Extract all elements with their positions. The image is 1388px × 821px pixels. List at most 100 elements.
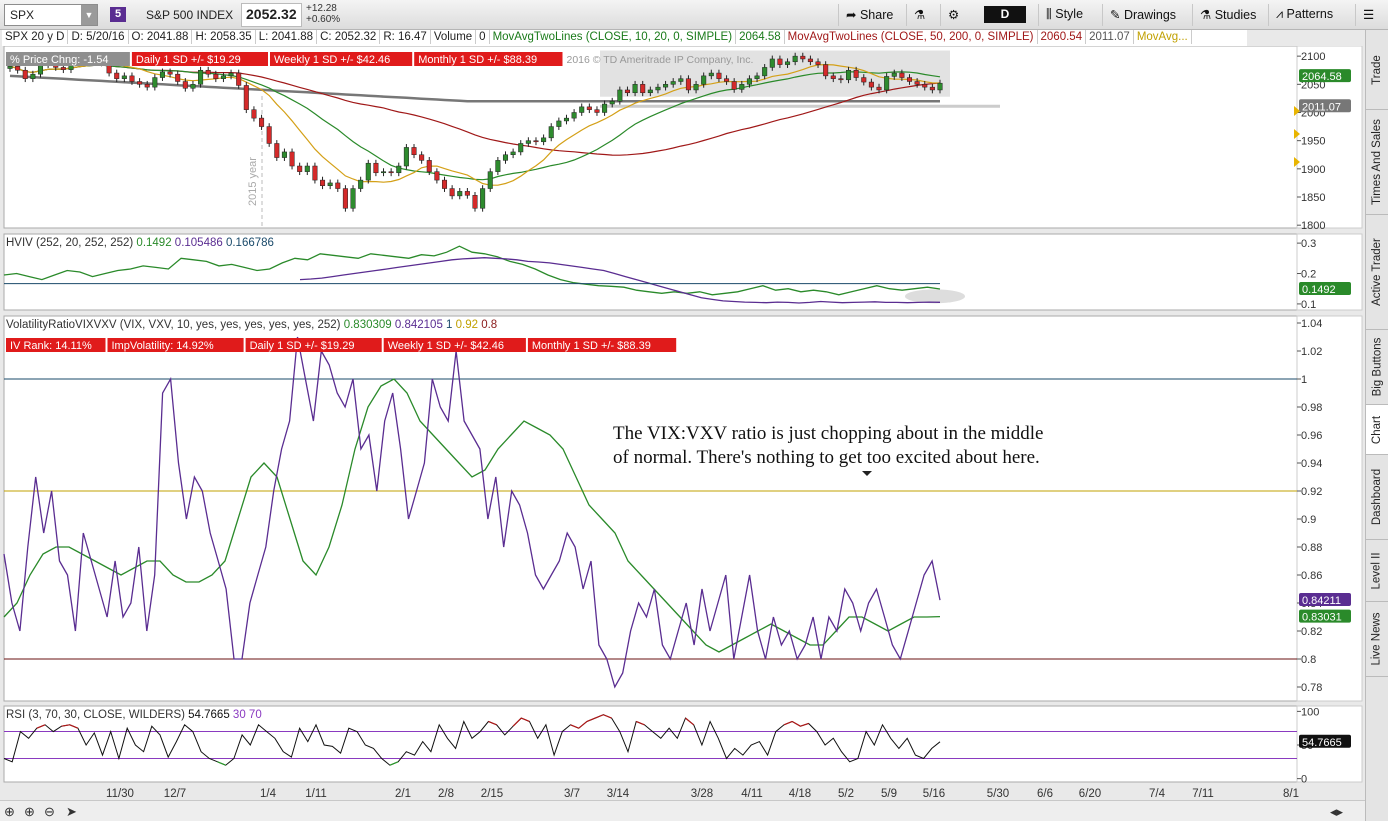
price-axis-tick-label: 2050 bbox=[1301, 79, 1325, 91]
ma200-last-tag-box bbox=[1299, 99, 1351, 113]
aggregation-button[interactable]: D bbox=[984, 6, 1026, 23]
rsi-overbought-seg bbox=[635, 720, 645, 726]
candle-body bbox=[846, 69, 852, 81]
menu-button[interactable]: ☰ bbox=[1355, 4, 1381, 26]
pencil-icon: ✎ bbox=[1110, 8, 1124, 22]
candle-body bbox=[159, 71, 165, 78]
studies-button[interactable]: ⚗ Studies bbox=[1192, 4, 1263, 26]
rsi-overbought-seg bbox=[36, 724, 46, 729]
candle-body bbox=[647, 89, 653, 94]
hviv-header: HVIV (252, 20, 252, 252) 0.1492 0.105486… bbox=[6, 237, 274, 249]
rsi-overbought-seg bbox=[800, 722, 809, 727]
crosshair-icon[interactable]: ⊕ bbox=[4, 804, 15, 819]
vr-axis-tick-label: 0.86 bbox=[1301, 570, 1322, 582]
alert-marker-0 bbox=[1294, 106, 1300, 116]
candle-body bbox=[220, 75, 226, 79]
candle-body bbox=[541, 137, 547, 143]
year-label: 2015 year bbox=[247, 157, 259, 206]
info-bar: SPX 20 y D D: 5/20/16 O: 2041.88 H: 2058.35… bbox=[2, 30, 1247, 46]
vr-ratio-line bbox=[3, 336, 941, 689]
rsi-oversold-seg bbox=[389, 761, 399, 766]
side-tab-dashboard[interactable]: Dashboard bbox=[1366, 455, 1388, 540]
side-tab-label: Active Trader bbox=[1371, 238, 1383, 306]
candle-body bbox=[655, 86, 661, 91]
annotation-line1: The VIX:VXV ratio is just chopping about… bbox=[613, 423, 1043, 444]
style-button[interactable]: ⫼ Style bbox=[1038, 4, 1090, 26]
price-axis-tick-label: 1800 bbox=[1301, 220, 1325, 232]
candle-body bbox=[480, 188, 486, 209]
share-button[interactable]: ➦ Share bbox=[838, 4, 900, 26]
candle-body bbox=[495, 160, 501, 172]
side-tab-level-ii[interactable]: Level II bbox=[1366, 540, 1388, 602]
side-tab-active-trader[interactable]: Active Trader bbox=[1366, 215, 1388, 330]
candle-body bbox=[365, 162, 371, 181]
vr-panel-axis-bg bbox=[1296, 315, 1363, 702]
zoom-out-icon[interactable]: ⊖ bbox=[44, 804, 55, 819]
candle-body bbox=[472, 195, 478, 209]
zoom-in-icon[interactable]: ⊕ bbox=[24, 804, 35, 819]
x-tick-label: 7/11 bbox=[1192, 788, 1214, 800]
vr-label-ivrank: IV Rank: 14.11% bbox=[10, 340, 92, 352]
x-tick-label: 8/1 bbox=[1283, 788, 1299, 800]
candle-body bbox=[579, 106, 585, 113]
pct-change-label-box bbox=[6, 52, 130, 66]
vr-ma-last-tag: 0.83031 bbox=[1302, 612, 1342, 624]
candle-body bbox=[929, 86, 935, 91]
beaker-icon: ⚗ bbox=[1200, 8, 1215, 22]
patterns-button[interactable]: ⩘ Patterns bbox=[1268, 4, 1340, 26]
candle-body bbox=[746, 78, 752, 85]
ma200-last-tag: 2011.07 bbox=[1302, 101, 1341, 113]
candle-body bbox=[60, 67, 66, 70]
x-tick-label: 5/2 bbox=[838, 788, 854, 800]
candle-body bbox=[167, 71, 173, 75]
link-badge[interactable]: 5 bbox=[110, 7, 126, 22]
daily-sd-label-box bbox=[131, 52, 268, 66]
hviv-header-v3: 0.166786 bbox=[226, 237, 274, 249]
settings-button[interactable]: ⚙ bbox=[940, 4, 966, 26]
info-ma1-label[interactable]: MovAvgTwoLines (CLOSE, 10, 20, 0, SIMPLE… bbox=[490, 30, 737, 44]
vr-header-v1: 0.830309 bbox=[344, 319, 395, 331]
rsi-last-tag: 54.7665 bbox=[1302, 737, 1342, 749]
change-abs: +12.28 bbox=[306, 3, 337, 14]
candle-body bbox=[617, 89, 623, 102]
side-tab-chart[interactable]: Chart bbox=[1366, 405, 1388, 455]
vr-axis-tick-label: 0.94 bbox=[1301, 458, 1322, 470]
side-tab-trade[interactable]: Trade bbox=[1366, 30, 1388, 110]
candle-body bbox=[190, 84, 196, 89]
symbol-input[interactable]: SPX ▼ bbox=[4, 4, 98, 26]
candle-body bbox=[335, 182, 341, 189]
scroll-arrows-icon[interactable]: ◂▸ bbox=[1330, 804, 1344, 819]
cursor-icon[interactable]: ➤ bbox=[66, 804, 77, 819]
side-tab-times-and-sales[interactable]: Times And Sales bbox=[1366, 110, 1388, 215]
candle-body bbox=[350, 188, 356, 209]
drawings-button[interactable]: ✎ Drawings bbox=[1102, 4, 1183, 26]
symbol-dropdown-icon[interactable]: ▼ bbox=[81, 5, 97, 25]
vr-axis-tick-label: 0.82 bbox=[1301, 626, 1322, 638]
side-tab-live-news[interactable]: Live News bbox=[1366, 602, 1388, 677]
x-tick-label: 5/30 bbox=[987, 788, 1009, 800]
x-tick-label: 4/11 bbox=[741, 788, 763, 800]
candle-body bbox=[632, 84, 638, 94]
x-tick-label: 1/11 bbox=[305, 788, 327, 800]
share-icon: ➦ bbox=[846, 8, 860, 22]
vr-label-daily: Daily 1 SD +/- $19.29 bbox=[250, 340, 355, 352]
side-tab-big-buttons[interactable]: Big Buttons bbox=[1366, 330, 1388, 405]
candle-body bbox=[937, 82, 943, 91]
candle-body bbox=[243, 85, 249, 110]
ma10-line bbox=[9, 62, 941, 186]
annotation-line2: of normal. There's nothing to get too ex… bbox=[613, 447, 1040, 468]
info-ma3-label[interactable]: MovAvg... bbox=[1134, 30, 1192, 44]
candle-body bbox=[259, 117, 265, 127]
monthly-sd-label-box bbox=[414, 52, 563, 66]
info-high: H: 2058.35 bbox=[192, 30, 256, 44]
candle-body bbox=[731, 81, 737, 90]
candle-body bbox=[297, 165, 303, 172]
candle-body bbox=[274, 143, 280, 158]
candle-body bbox=[144, 84, 150, 88]
candle-body bbox=[853, 69, 859, 78]
info-ma2-label[interactable]: MovAvgTwoLines (CLOSE, 50, 200, 0, SIMPL… bbox=[785, 30, 1038, 44]
candle-body bbox=[304, 165, 310, 172]
x-tick-label: 3/7 bbox=[564, 788, 580, 800]
flask-button[interactable]: ⚗ bbox=[906, 4, 932, 26]
